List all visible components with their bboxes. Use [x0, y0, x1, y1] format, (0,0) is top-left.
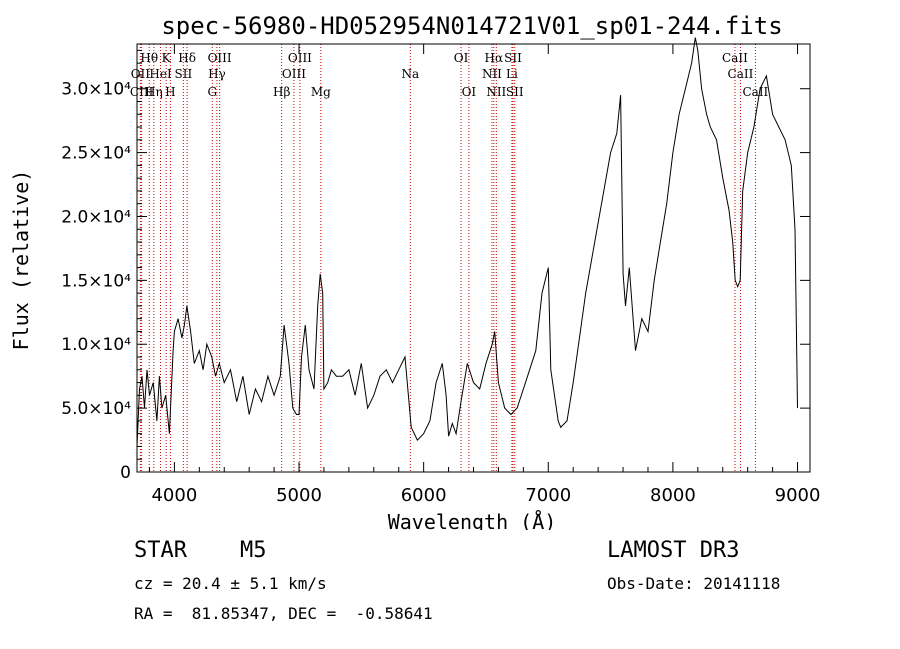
- annotation-label: HeI: [149, 67, 172, 81]
- annotation-label: Hα: [485, 51, 504, 65]
- annotation-label: SII: [504, 51, 522, 65]
- object-subclass: M5: [240, 538, 267, 563]
- chart-title: spec-56980-HD052954N014721V01_sp01-244.f…: [161, 12, 782, 40]
- annotation-label: G: [207, 85, 217, 99]
- y-tick-label: 5.0×10⁴: [61, 399, 131, 419]
- annotation-label: Mg: [311, 85, 331, 99]
- annotation-label: CaII: [742, 85, 768, 99]
- annotation-label: H: [165, 85, 175, 99]
- x-axis-label: Wavelength (Å): [388, 510, 557, 530]
- y-axis-label: Flux (relative): [9, 170, 33, 351]
- y-tick-label: 1.0×10⁴: [61, 335, 131, 355]
- obs-date-text: Obs-Date: 20141118: [607, 574, 781, 593]
- x-axis-ticks: 4000 5000 6000 7000 8000 9000: [148, 44, 821, 506]
- annotation-label: NII: [482, 67, 502, 81]
- annotation-label: Na: [401, 67, 419, 81]
- annotation-label: CIII: [130, 85, 154, 99]
- annotation-label: SII: [175, 67, 193, 81]
- spectrum-chart: spec-56980-HD052954N014721V01_sp01-244.f…: [9, 12, 821, 530]
- object-type: STAR: [134, 538, 187, 563]
- x-tick-label: 9000: [775, 485, 821, 506]
- annotation-label: Hη: [145, 85, 163, 99]
- annotation-label: CaII: [722, 51, 748, 65]
- y-tick-label: 0: [120, 463, 131, 483]
- redshift-text: cz = 20.4 ± 5.1 km/s: [134, 574, 327, 593]
- annotation-label: CaII: [728, 67, 754, 81]
- annotation-label: OIII: [288, 51, 312, 65]
- annotation-lines: [139, 44, 756, 472]
- annotation-label: Hγ: [208, 67, 226, 81]
- plot-frame: [136, 43, 811, 473]
- y-tick-label: 1.5×10⁴: [61, 271, 131, 291]
- annotation-label: Hδ: [178, 51, 196, 65]
- x-tick-label: 6000: [401, 485, 447, 506]
- x-tick-label: 5000: [276, 485, 322, 506]
- y-axis-ticks: 0 5.0×10⁴ 1.0×10⁴ 1.5×10⁴ 2.0×10⁴ 2.5×10⁴ 3.0×…: [61, 49, 810, 483]
- survey-name: LAMOST DR3: [607, 538, 740, 563]
- annotation-label: OIII: [208, 51, 232, 65]
- annotation-label: NII: [486, 85, 506, 99]
- annotation-label: K: [162, 51, 172, 65]
- annotation-label: OIII: [282, 67, 306, 81]
- annotation-label: Hθ: [140, 51, 158, 65]
- annotation-label: OI: [454, 51, 469, 65]
- y-tick-label: 3.0×10⁴: [61, 80, 131, 100]
- spectrum-line: [136, 37, 798, 447]
- y-tick-label: 2.0×10⁴: [61, 207, 131, 227]
- annotation-label: Hβ: [273, 85, 290, 99]
- coordinates-text: RA = 81.85347, DEC = -0.58641: [134, 604, 433, 623]
- x-tick-label: 7000: [525, 485, 571, 506]
- annotation-label: SII: [506, 85, 524, 99]
- annotation-label: Li: [506, 67, 518, 81]
- annotation-label: OII: [131, 67, 151, 81]
- x-tick-label: 4000: [151, 485, 197, 506]
- annotation-label: OI: [462, 85, 477, 99]
- y-tick-label: 2.5×10⁴: [61, 144, 131, 164]
- x-tick-label: 8000: [650, 485, 696, 506]
